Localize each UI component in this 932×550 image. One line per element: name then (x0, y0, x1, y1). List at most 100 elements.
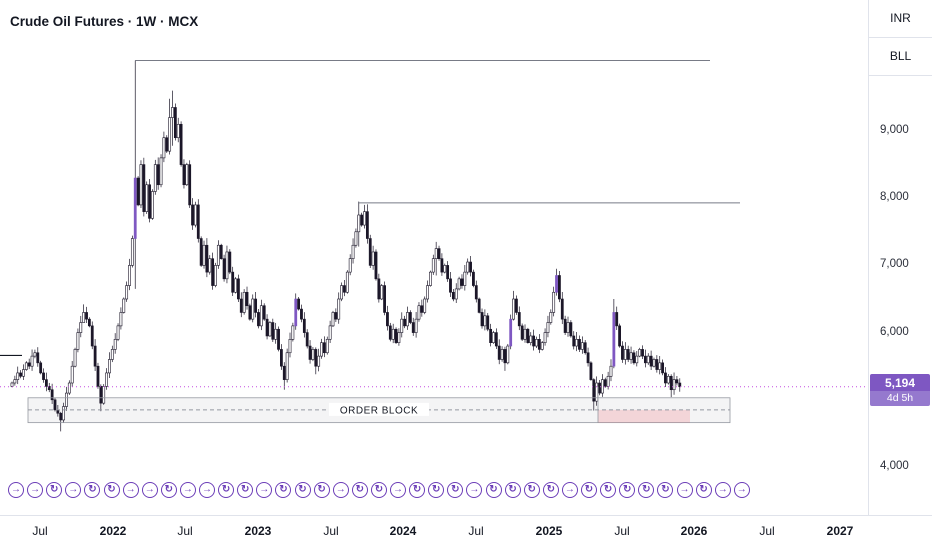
candle-body[interactable] (27, 362, 31, 367)
candle-body[interactable] (113, 339, 117, 350)
cycle-icon[interactable]: ↻ (600, 482, 617, 498)
candle-body[interactable] (417, 305, 421, 320)
candle-body[interactable] (191, 204, 194, 226)
candle-body[interactable] (268, 322, 272, 337)
candle-body[interactable] (320, 342, 323, 357)
candle-body[interactable] (277, 328, 280, 350)
candle-body[interactable] (334, 312, 338, 320)
candle-body[interactable] (572, 335, 576, 347)
candle-body[interactable] (280, 349, 283, 367)
candle-body[interactable] (535, 339, 538, 347)
candle-body[interactable] (116, 325, 120, 340)
cycle-icon[interactable]: ↻ (275, 482, 292, 498)
candle-body[interactable] (179, 123, 183, 165)
candle-body[interactable] (635, 355, 639, 364)
candle-body[interactable] (351, 244, 355, 259)
candle-body[interactable] (649, 355, 653, 367)
candle-body[interactable] (652, 359, 656, 367)
candle-body[interactable] (600, 379, 604, 394)
arrow-right-icon[interactable]: → (8, 482, 24, 498)
candle-body[interactable] (586, 352, 590, 364)
candle-body[interactable] (96, 365, 100, 387)
candle-body[interactable] (165, 137, 169, 152)
candle-body[interactable] (529, 335, 533, 343)
candle-body[interactable] (609, 365, 613, 377)
candle-body[interactable] (374, 251, 378, 280)
time-axis-panel[interactable]: Jul 2022 Jul 2023 Jul 2024 Jul 2025 Jul 2026 Jul 20… (0, 515, 932, 550)
candle-body[interactable] (457, 278, 461, 290)
candle-body[interactable] (446, 265, 450, 280)
candle-body[interactable] (171, 107, 174, 118)
candle-body[interactable] (156, 164, 160, 186)
candle-body[interactable] (578, 339, 581, 350)
candle-body[interactable] (254, 298, 258, 313)
arrow-right-icon[interactable]: → (332, 482, 349, 498)
candle-body[interactable] (612, 312, 616, 367)
candle-body[interactable] (658, 362, 662, 370)
candle-body[interactable] (489, 328, 493, 343)
candle-body[interactable] (520, 325, 524, 340)
candle-body[interactable] (615, 312, 619, 327)
candle-body[interactable] (271, 322, 275, 340)
candle-body[interactable] (365, 211, 369, 239)
candle-body[interactable] (216, 244, 220, 266)
candle-body[interactable] (517, 312, 521, 327)
cycle-icon[interactable]: ↻ (638, 482, 655, 498)
unit-toggle-button[interactable]: BLL (869, 38, 932, 76)
candle-body[interactable] (386, 312, 389, 327)
candle-body[interactable] (512, 298, 515, 320)
arrow-right-icon[interactable]: → (179, 482, 196, 498)
candle-body[interactable] (136, 177, 140, 206)
candle-body[interactable] (569, 322, 573, 337)
arrow-right-icon[interactable]: → (390, 482, 406, 498)
cycle-icon[interactable]: ↻ (84, 482, 101, 498)
candle-body[interactable] (497, 345, 501, 360)
candle-body[interactable] (340, 285, 343, 300)
candle-body[interactable] (629, 352, 633, 360)
arrow-right-icon[interactable]: → (714, 482, 731, 498)
cycle-icon[interactable]: ↻ (351, 482, 368, 498)
candle-body[interactable] (297, 298, 301, 310)
candle-body[interactable] (454, 288, 458, 300)
candle-body[interactable] (638, 349, 642, 357)
candle-body[interactable] (661, 362, 664, 374)
candle-body[interactable] (222, 258, 226, 280)
candle-body[interactable] (85, 312, 88, 320)
candle-body[interactable] (343, 285, 346, 293)
candle-body[interactable] (509, 318, 513, 347)
candle-body[interactable] (394, 328, 398, 343)
candle-body[interactable] (182, 164, 186, 186)
arrow-right-icon[interactable]: → (199, 482, 215, 498)
arrow-right-icon[interactable]: → (733, 482, 750, 498)
candle-body[interactable] (148, 184, 151, 219)
candle-body[interactable] (153, 164, 157, 192)
candle-body[interactable] (56, 409, 60, 414)
candle-body[interactable] (162, 137, 166, 159)
candle-body[interactable] (595, 382, 599, 402)
candle-body[interactable] (411, 322, 415, 333)
candles-layer[interactable] (10, 60, 682, 432)
candle-body[interactable] (294, 298, 298, 327)
candle-body[interactable] (492, 332, 495, 343)
candle-body[interactable] (345, 271, 349, 293)
candle-body[interactable] (664, 372, 667, 384)
candle-body[interactable] (62, 406, 65, 421)
arrow-right-icon[interactable]: → (27, 482, 44, 498)
cycle-icon[interactable]: ↻ (657, 482, 674, 498)
candle-body[interactable] (219, 244, 223, 259)
candle-body[interactable] (388, 325, 392, 340)
candle-body[interactable] (552, 291, 556, 313)
candle-body[interactable] (208, 258, 212, 273)
candle-body[interactable] (560, 298, 564, 320)
candle-body[interactable] (472, 271, 475, 286)
candle-body[interactable] (558, 275, 561, 300)
candle-body[interactable] (626, 349, 630, 360)
candle-body[interactable] (431, 258, 435, 273)
arrow-right-icon[interactable]: → (256, 482, 273, 498)
cycle-icon[interactable]: ↻ (46, 482, 63, 498)
candle-body[interactable] (641, 349, 644, 357)
candle-body[interactable] (483, 315, 487, 327)
candle-body[interactable] (322, 342, 326, 354)
candle-body[interactable] (328, 325, 332, 340)
candle-body[interactable] (87, 318, 91, 327)
